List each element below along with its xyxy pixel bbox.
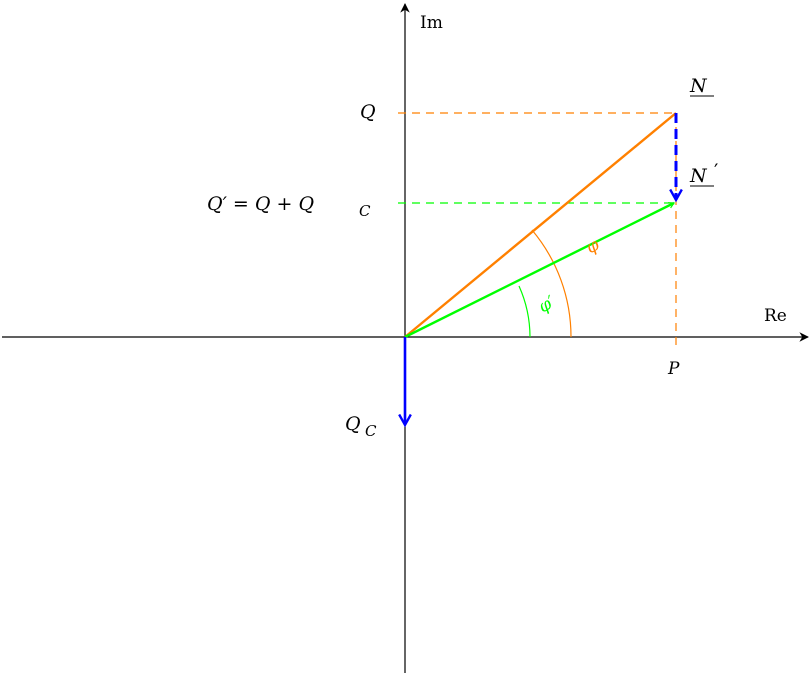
- imag-axis-label: Im: [420, 13, 443, 33]
- q-prime-label-subscript: C: [359, 202, 371, 220]
- real-axis-label: Re: [764, 306, 787, 326]
- phi-prime-arc: [518, 285, 531, 338]
- p-label: P: [667, 359, 680, 379]
- n-label: N: [689, 75, 708, 97]
- q-label: Q: [360, 101, 376, 123]
- q-prime-label: Q′ = Q + Q: [207, 193, 314, 215]
- qc-label: Q: [345, 413, 361, 435]
- phi-prime-label: φ′: [535, 292, 559, 317]
- phi-arc: [531, 229, 572, 338]
- qc-label-subscript: C: [365, 422, 377, 440]
- phi-label: φ: [583, 235, 603, 258]
- n-prime-mark: ′: [714, 160, 718, 182]
- compensated-power-vector: [404, 201, 674, 339]
- n-prime-label: N: [689, 165, 708, 187]
- apparent-power-vector: [404, 112, 677, 338]
